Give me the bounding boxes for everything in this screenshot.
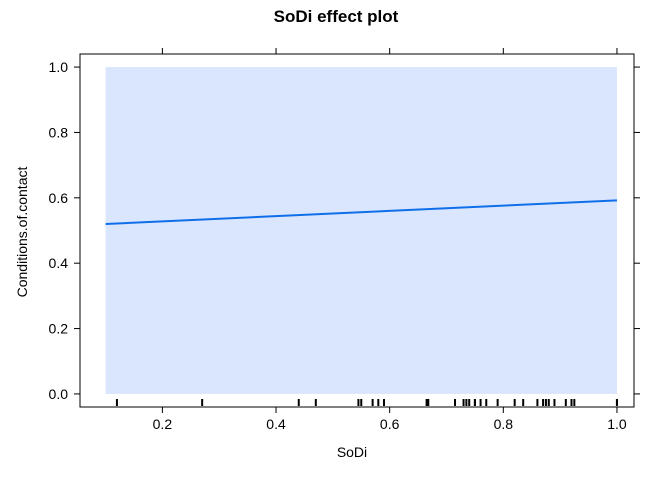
y-tick-label: 0.4 bbox=[49, 255, 69, 271]
y-tick-label: 0.8 bbox=[49, 124, 69, 140]
y-tick-label: 1.0 bbox=[49, 59, 69, 75]
rug-marks bbox=[115, 399, 618, 406]
y-axis: 0.0 0.2 0.4 0.6 0.8 1.0 bbox=[49, 59, 640, 402]
y-tick-label: 0.0 bbox=[49, 386, 69, 402]
y-tick-label: 0.6 bbox=[49, 190, 69, 206]
x-tick-label: 0.8 bbox=[494, 416, 514, 432]
effect-line bbox=[105, 199, 618, 225]
y-axis-label: Conditions.of.contact bbox=[14, 167, 30, 298]
y-tick-label: 0.2 bbox=[49, 321, 69, 337]
x-tick-label: 1.0 bbox=[607, 416, 627, 432]
x-tick-label: 0.4 bbox=[266, 416, 286, 432]
x-axis-label: SoDi bbox=[337, 444, 367, 460]
x-tick-label: 0.6 bbox=[380, 416, 400, 432]
x-tick-label: 0.2 bbox=[153, 416, 173, 432]
chart-title: SoDi effect plot bbox=[274, 7, 399, 26]
x-axis: 0.2 0.4 0.6 0.8 1.0 bbox=[153, 48, 627, 432]
plot-frame bbox=[79, 53, 635, 408]
confidence-band bbox=[105, 67, 617, 394]
